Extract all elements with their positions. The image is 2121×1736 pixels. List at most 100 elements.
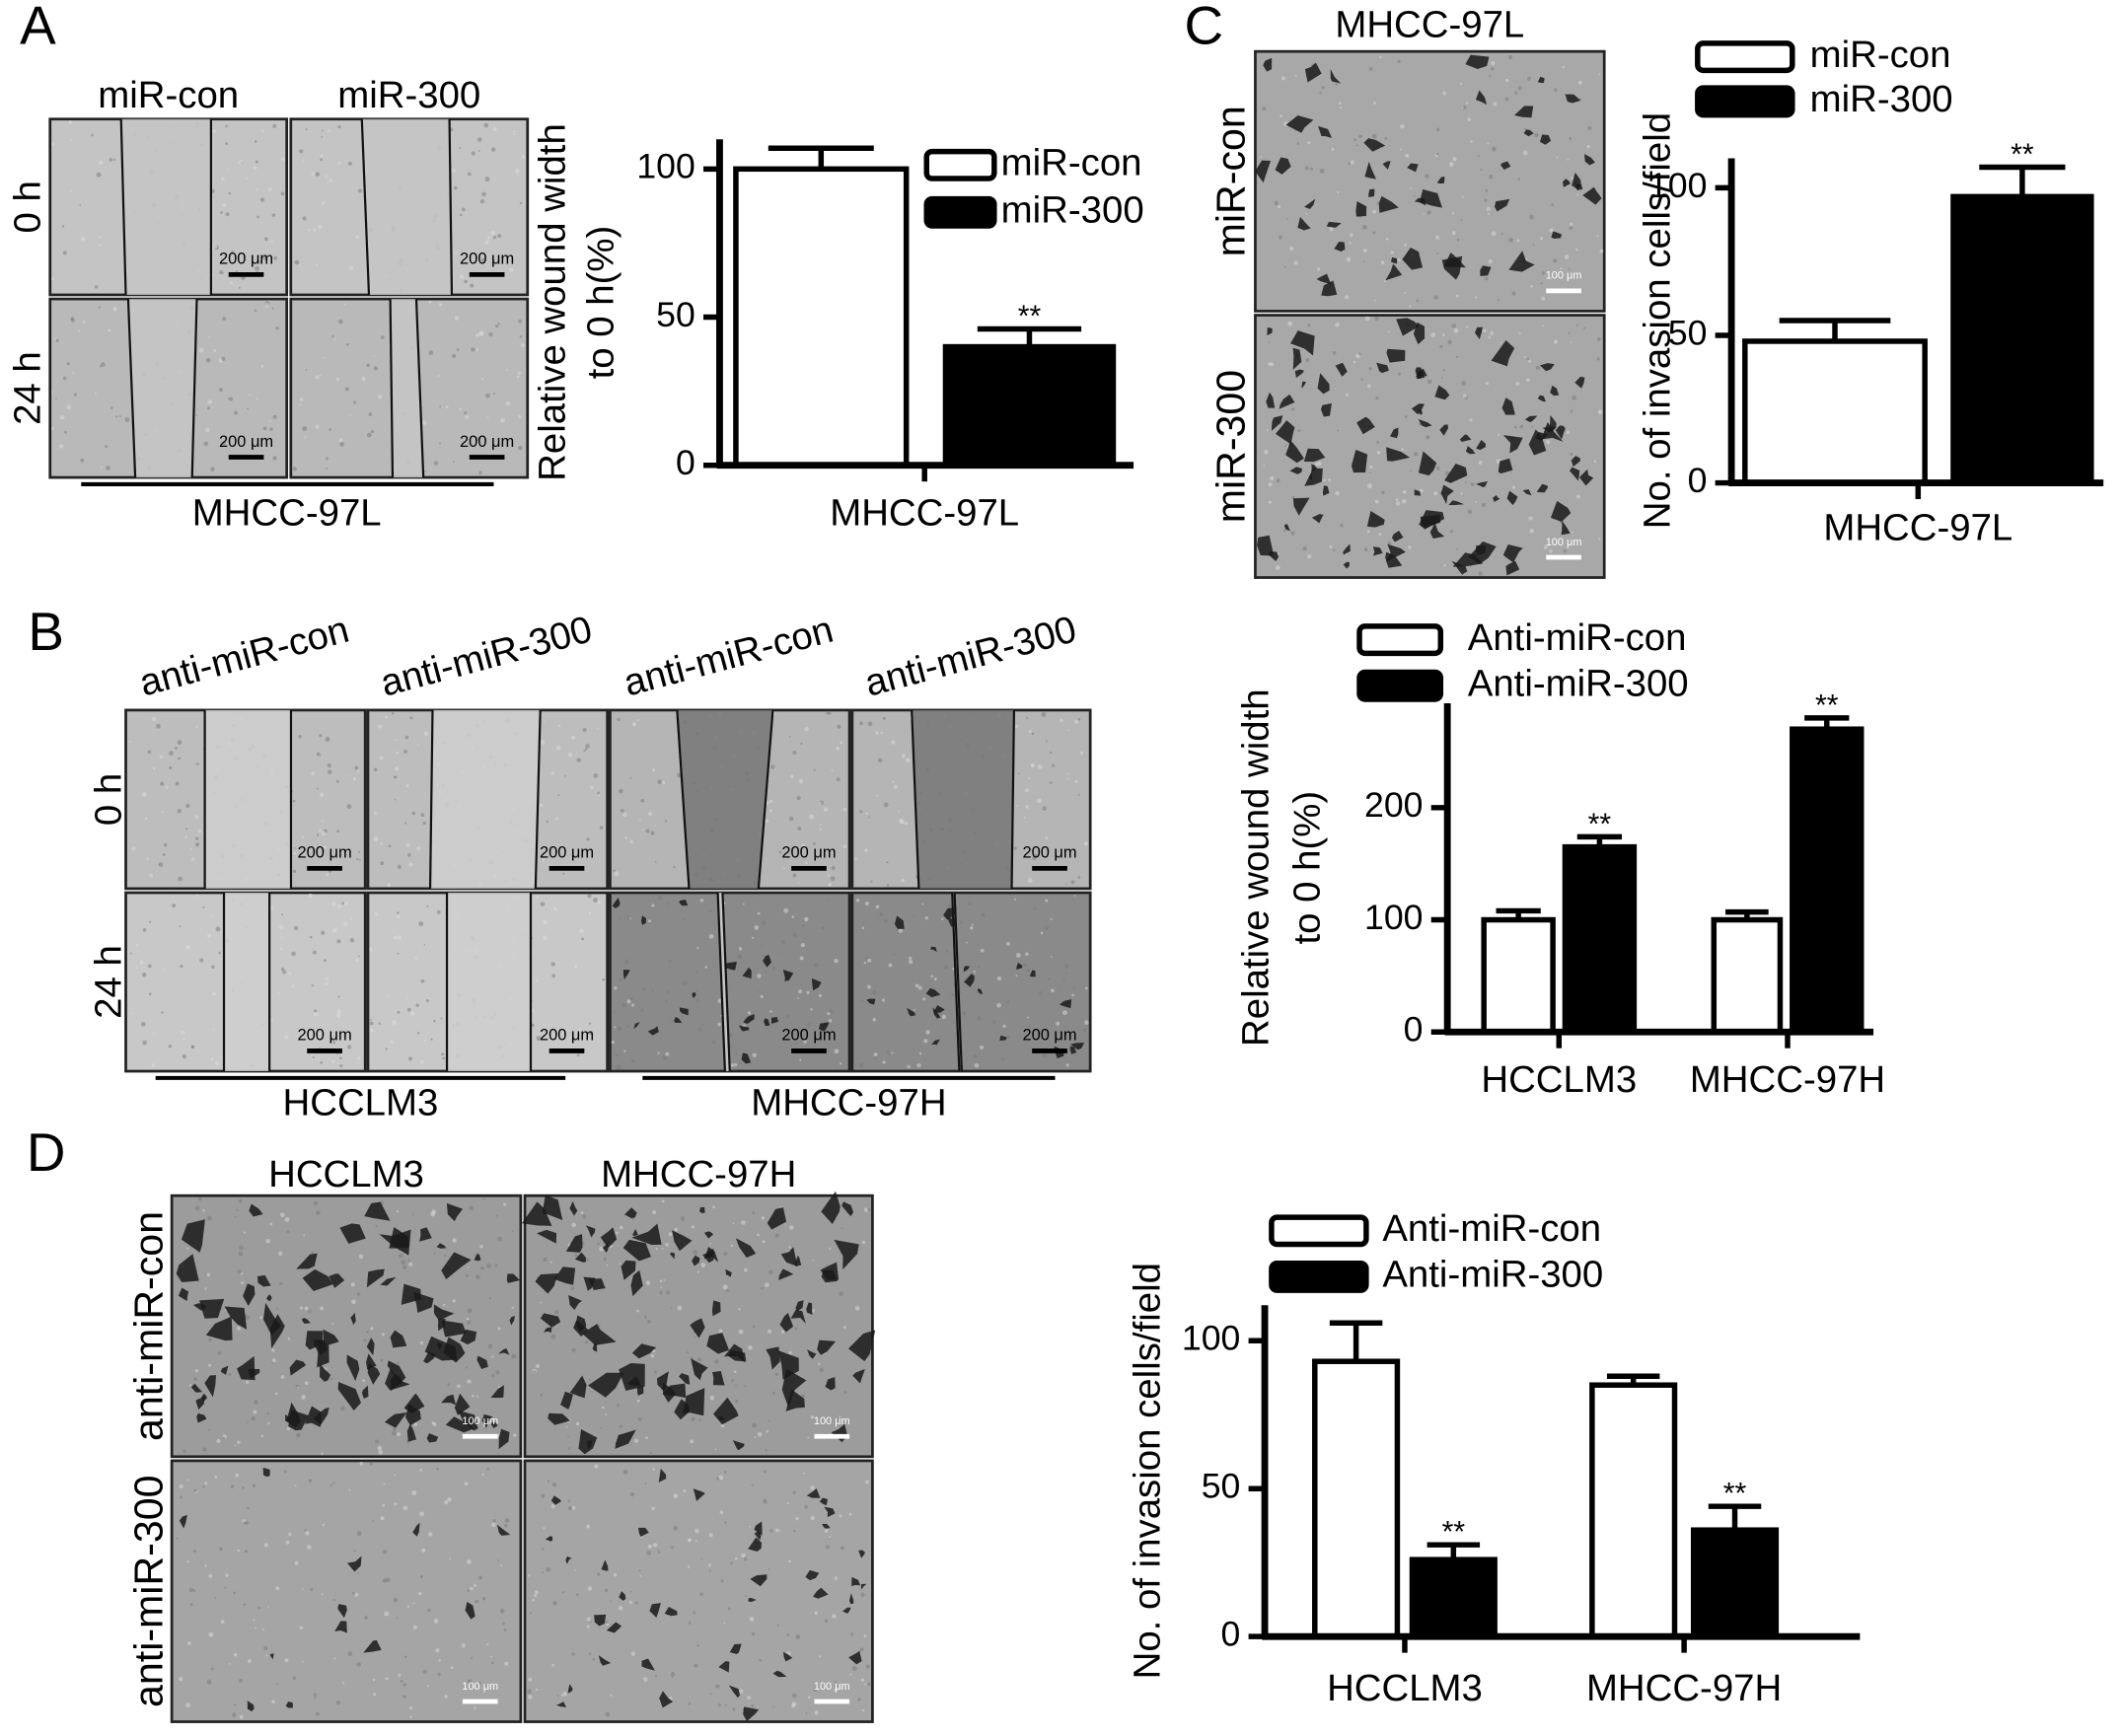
texture xyxy=(757,911,761,915)
texture xyxy=(491,1374,495,1377)
texture xyxy=(562,1692,567,1697)
texture xyxy=(754,925,760,930)
texture xyxy=(269,427,273,431)
texture xyxy=(1048,977,1051,981)
texture xyxy=(1061,1010,1067,1016)
texture xyxy=(1488,258,1493,264)
scale-bar-label: 200 μm xyxy=(298,1027,352,1045)
texture xyxy=(348,1488,351,1491)
cell xyxy=(754,1531,762,1541)
cell xyxy=(1418,451,1437,476)
texture xyxy=(332,1482,335,1484)
cell xyxy=(490,1385,504,1399)
texture xyxy=(68,119,73,124)
cell xyxy=(693,1488,705,1501)
row-label: anti-miR-300 xyxy=(125,1476,171,1707)
texture xyxy=(500,417,505,423)
cell xyxy=(748,1597,757,1603)
texture xyxy=(1006,1000,1010,1004)
texture xyxy=(1373,101,1376,105)
texture xyxy=(495,1214,498,1217)
texture xyxy=(211,965,215,969)
cell xyxy=(419,1227,432,1242)
texture xyxy=(425,999,429,1002)
texture xyxy=(473,1583,476,1588)
texture xyxy=(556,1694,559,1697)
texture xyxy=(1408,545,1412,549)
texture xyxy=(257,1606,261,1610)
cell xyxy=(1506,490,1518,506)
texture xyxy=(318,224,323,230)
texture xyxy=(652,1209,657,1215)
texture xyxy=(315,263,319,266)
texture xyxy=(373,355,376,358)
cell xyxy=(631,1343,656,1359)
texture xyxy=(536,1036,542,1042)
texture xyxy=(1410,470,1412,472)
texture xyxy=(979,1045,985,1050)
texture xyxy=(789,1225,794,1230)
wound-edge xyxy=(126,299,137,478)
texture xyxy=(411,811,416,816)
texture xyxy=(560,1694,563,1697)
texture xyxy=(254,140,257,143)
x-tick-label: MHCC-97L xyxy=(1823,507,2012,549)
texture xyxy=(149,873,154,878)
cell xyxy=(1390,256,1398,264)
texture xyxy=(1552,258,1558,263)
texture xyxy=(520,342,526,348)
texture xyxy=(459,274,465,279)
texture xyxy=(169,751,174,756)
texture xyxy=(312,950,317,955)
texture xyxy=(859,1647,864,1652)
texture xyxy=(694,1663,698,1668)
micrograph: 100 μm xyxy=(521,1191,876,1459)
texture xyxy=(375,1224,378,1228)
texture xyxy=(64,430,67,434)
texture xyxy=(1530,285,1533,288)
significance: ** xyxy=(1018,301,1042,333)
cell xyxy=(521,1201,552,1226)
cell xyxy=(1514,106,1534,118)
texture xyxy=(272,456,277,461)
cell xyxy=(632,1228,638,1237)
cell xyxy=(220,1365,229,1375)
cell xyxy=(196,1412,207,1423)
cell xyxy=(509,1315,515,1326)
texture xyxy=(839,1062,842,1065)
texture xyxy=(1416,299,1420,303)
texture xyxy=(836,777,841,782)
cell xyxy=(699,1206,705,1213)
texture xyxy=(922,997,926,1001)
texture xyxy=(238,1198,243,1203)
cell xyxy=(379,1229,411,1256)
cell xyxy=(631,1223,662,1245)
texture xyxy=(780,1330,785,1334)
wound-edge xyxy=(534,709,542,889)
texture xyxy=(174,747,178,751)
cell xyxy=(679,1373,691,1385)
texture xyxy=(482,1197,485,1200)
column-label: anti-miR-300 xyxy=(376,608,596,704)
texture xyxy=(347,1045,352,1049)
cell xyxy=(1030,970,1036,977)
cell xyxy=(821,1269,838,1283)
texture xyxy=(1067,729,1070,732)
texture xyxy=(840,741,843,745)
texture xyxy=(1296,142,1300,145)
cell xyxy=(1474,326,1483,339)
cell xyxy=(1318,125,1333,138)
texture xyxy=(486,1467,490,1471)
cell xyxy=(361,1385,369,1399)
texture xyxy=(423,1039,427,1043)
texture xyxy=(333,338,336,341)
cell xyxy=(670,1252,676,1260)
texture xyxy=(857,1698,861,1701)
texture xyxy=(369,1028,375,1033)
cell xyxy=(647,1026,659,1036)
texture xyxy=(859,721,863,726)
texture xyxy=(1433,295,1438,300)
texture xyxy=(518,445,523,451)
texture xyxy=(352,1592,355,1595)
texture xyxy=(1563,548,1568,553)
